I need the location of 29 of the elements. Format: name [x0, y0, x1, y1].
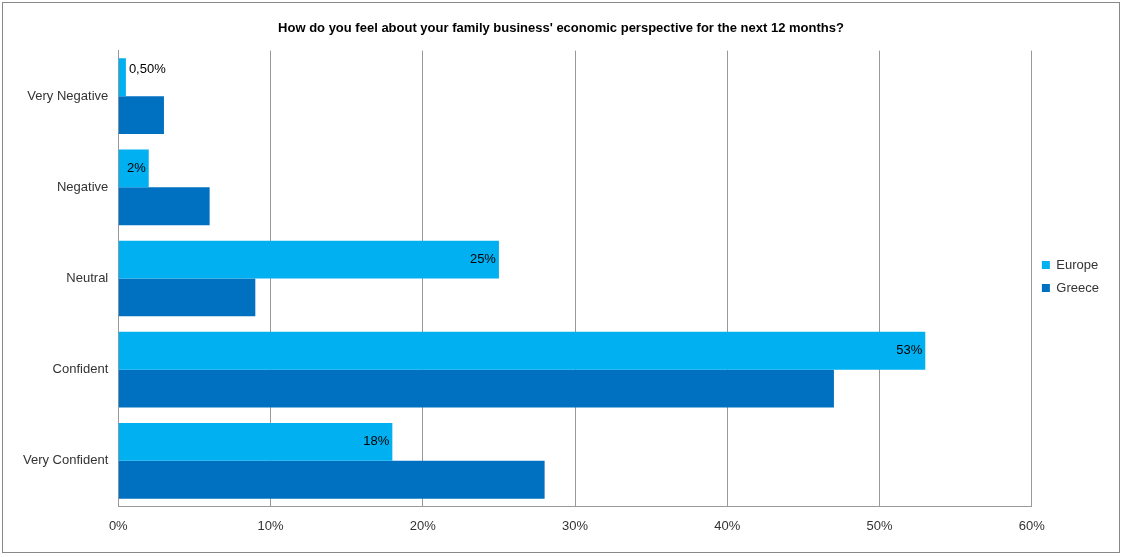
x-tick-label: 30%	[562, 517, 589, 533]
data-label: 53%	[896, 342, 923, 358]
legend-label: Europe	[1056, 256, 1099, 272]
bar	[118, 96, 164, 135]
data-label: 2%	[126, 160, 147, 175]
bar	[118, 58, 126, 97]
chart-title: How do you feel about your family business' economic perspective for the next 12 months?	[278, 20, 844, 36]
bar	[118, 240, 499, 279]
x-tick-label: 20%	[409, 517, 437, 533]
x-tick-label: 0%	[108, 517, 129, 533]
y-tick-label: Negative	[56, 178, 109, 194]
y-tick-label: Neutral	[66, 270, 109, 286]
bar	[118, 369, 834, 408]
legend-label: Greece	[1056, 279, 1100, 295]
data-label: 25%	[469, 251, 497, 267]
bar	[118, 422, 393, 461]
x-tick-label: 50%	[866, 517, 894, 533]
y-tick-label: Very Negative	[27, 87, 109, 103]
x-tick-label: 10%	[257, 517, 284, 533]
data-label: 0,50%	[128, 60, 167, 76]
y-tick-label: Confident	[52, 361, 109, 377]
bar	[118, 460, 545, 499]
bar	[118, 187, 210, 226]
x-tick-label: 40%	[714, 517, 741, 533]
x-tick-label: 60%	[1018, 517, 1046, 533]
bar	[118, 278, 256, 317]
data-label: 18%	[363, 433, 390, 449]
y-tick-label: Very Confident	[22, 452, 109, 468]
bar	[118, 331, 926, 370]
